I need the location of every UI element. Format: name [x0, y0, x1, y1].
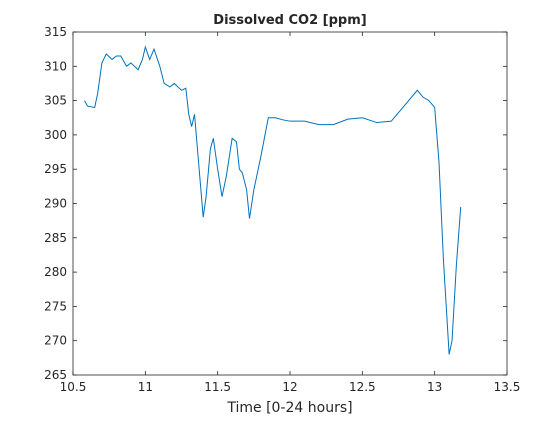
y-tick-label: 295 — [44, 162, 67, 176]
x-tick-label: 12.5 — [349, 380, 376, 394]
y-tick-label: 275 — [44, 299, 67, 313]
chart-title: Dissolved CO2 [ppm] — [213, 13, 366, 28]
x-tick-label: 11.5 — [204, 380, 231, 394]
y-tick-label: 315 — [44, 25, 67, 39]
y-tick-label: 300 — [44, 128, 67, 142]
x-tick-label: 13 — [427, 380, 442, 394]
data-line — [84, 45, 462, 355]
y-tick-label: 285 — [44, 231, 67, 245]
y-tick-label: 265 — [44, 368, 67, 382]
y-tick-label: 290 — [44, 197, 67, 211]
x-tick-label: 13.5 — [494, 380, 521, 394]
x-axis-label: Time [0-24 hours] — [226, 400, 352, 416]
y-tick-label: 310 — [44, 59, 67, 73]
x-tick-label: 10.5 — [60, 380, 87, 394]
y-tick-label: 270 — [44, 334, 67, 348]
y-tick-label: 305 — [44, 94, 67, 108]
x-tick-label: 11 — [138, 380, 153, 394]
y-tick-label: 280 — [44, 265, 67, 279]
x-tick-label: 12 — [282, 380, 297, 394]
